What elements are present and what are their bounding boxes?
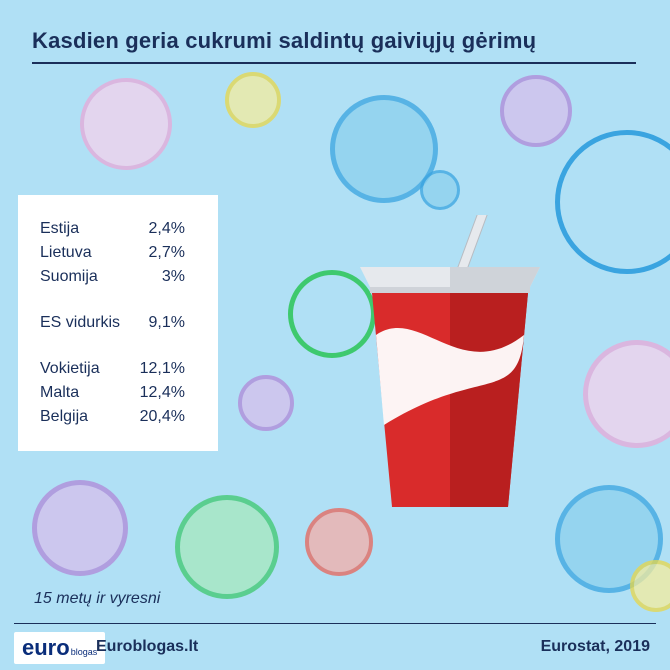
bubble [225, 72, 281, 128]
data-row: Malta12,4% [40, 381, 198, 405]
country-label: Vokietija [40, 357, 130, 381]
percent-value: 2,7% [130, 241, 185, 265]
data-group: Estija2,4%Lietuva2,7%Suomija3% [40, 217, 198, 289]
bubble [630, 560, 670, 612]
logo-main: euro [22, 635, 70, 661]
bubble [80, 78, 172, 170]
percent-value: 2,4% [130, 217, 185, 241]
data-group: Vokietija12,1%Malta12,4%Belgija20,4% [40, 357, 198, 429]
percent-value: 3% [130, 265, 185, 289]
bubble [555, 130, 670, 274]
country-label: Belgija [40, 405, 130, 429]
data-row: Estija2,4% [40, 217, 198, 241]
percent-value: 12,4% [130, 381, 185, 405]
bubble [32, 480, 128, 576]
data-table: Estija2,4%Lietuva2,7%Suomija3%ES vidurki… [18, 195, 218, 451]
data-row: Lietuva2,7% [40, 241, 198, 265]
percent-value: 12,1% [130, 357, 185, 381]
logo: euro blogas [14, 632, 105, 664]
country-label: Malta [40, 381, 130, 405]
bubble [500, 75, 572, 147]
data-group: ES vidurkis9,1% [40, 311, 198, 335]
data-row: Suomija3% [40, 265, 198, 289]
bubble [175, 495, 279, 599]
footer-site: Euroblogas.lt [96, 638, 198, 656]
age-note: 15 metų ir vyresni [34, 590, 160, 608]
country-label: ES vidurkis [40, 311, 130, 335]
data-row: ES vidurkis9,1% [40, 311, 198, 335]
soda-cup-illustration [350, 215, 550, 515]
data-row: Vokietija12,1% [40, 357, 198, 381]
country-label: Suomija [40, 265, 130, 289]
bubble [305, 508, 373, 576]
country-label: Lietuva [40, 241, 130, 265]
infographic-canvas: Kasdien geria cukrumi saldintų gaiviųjų … [0, 0, 670, 670]
percent-value: 20,4% [130, 405, 185, 429]
bubble [420, 170, 460, 210]
logo-sub: blogas [71, 647, 98, 657]
percent-value: 9,1% [130, 311, 185, 335]
footer-source: Eurostat, 2019 [541, 638, 650, 656]
bubble [238, 375, 294, 431]
title: Kasdien geria cukrumi saldintų gaiviųjų … [32, 28, 536, 54]
data-row: Belgija20,4% [40, 405, 198, 429]
country-label: Estija [40, 217, 130, 241]
footer-divider [14, 623, 656, 624]
title-underline [32, 62, 636, 64]
bubble [583, 340, 670, 448]
